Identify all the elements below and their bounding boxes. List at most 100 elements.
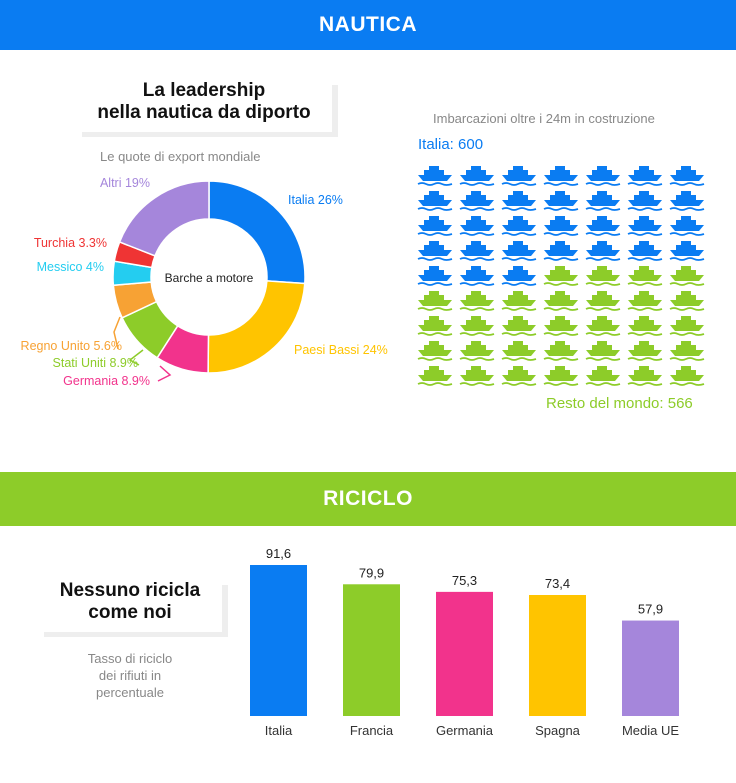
- ship-icon: [417, 191, 453, 211]
- riciclo-heading-line2: come noi: [88, 602, 172, 623]
- donut-label-1: Paesi Bassi 24%: [294, 343, 388, 357]
- ship-icon: [543, 341, 579, 361]
- donut-label-4: Regno Unito 5.6%: [21, 339, 122, 353]
- ship-icon: [669, 316, 705, 336]
- ship-icon: [669, 291, 705, 311]
- bar-category-spagna: Spagna: [535, 723, 581, 738]
- ship-icon: [501, 216, 537, 236]
- ship-icon: [501, 241, 537, 261]
- ship-icon: [417, 366, 453, 386]
- bar-value-spagna: 73,4: [545, 576, 570, 591]
- ship-icon: [585, 216, 621, 236]
- bar-category-media-ue: Media UE: [622, 723, 679, 738]
- riciclo-heading-line1: Nessuno ricicla: [59, 580, 201, 601]
- riciclo-heading: Nessuno ricicla come noi: [38, 580, 222, 632]
- ship-icon: [669, 241, 705, 261]
- bar-germania: [436, 591, 493, 716]
- export-donut-chart: Barche a motore Italia 26% Paesi Bassi 24%…: [21, 176, 388, 388]
- ship-icon: [585, 291, 621, 311]
- ship-icon: [501, 291, 537, 311]
- ship-icon: [543, 266, 579, 286]
- ships-pictogram: [417, 166, 705, 386]
- nautica-banner-title: NAUTICA: [319, 13, 417, 36]
- ship-icon: [417, 341, 453, 361]
- bar-media-ue: [622, 620, 679, 716]
- ship-icon: [627, 316, 663, 336]
- riciclo-banner-title: RICICLO: [323, 487, 413, 510]
- ships-title: Imbarcazioni oltre i 24m in costruzione: [433, 111, 655, 126]
- nautica-banner: NAUTICA: [0, 0, 736, 50]
- donut-center-label: Barche a motore: [165, 271, 254, 285]
- bar-spagna: [529, 595, 586, 716]
- ship-icon: [543, 291, 579, 311]
- ship-icon: [627, 291, 663, 311]
- donut-slice-paesi-bassi: [207, 280, 306, 374]
- ship-icon: [459, 166, 495, 186]
- ship-icon: [543, 191, 579, 211]
- ship-icon: [459, 241, 495, 261]
- leadership-heading: La leadership nella nautica da diporto: [76, 80, 332, 132]
- bar-italia: [250, 565, 307, 716]
- ship-icon: [543, 316, 579, 336]
- ship-icon: [669, 266, 705, 286]
- ship-icon: [585, 316, 621, 336]
- ship-icon: [585, 241, 621, 261]
- ship-icon: [627, 241, 663, 261]
- ship-icon: [627, 341, 663, 361]
- ship-icon: [627, 191, 663, 211]
- ship-icon: [585, 341, 621, 361]
- bar-value-francia: 79,9: [359, 565, 384, 580]
- bar-francia: [343, 584, 400, 716]
- ship-icon: [417, 291, 453, 311]
- donut-connector-3: [128, 349, 144, 366]
- donut-label-5: Messico 4%: [37, 260, 104, 274]
- ship-icon: [501, 266, 537, 286]
- donut-label-3: Stati Uniti 8.9%: [53, 356, 138, 370]
- recycling-bar-chart: 91,6 Italia 79,9 Francia 75,3 Germania 73,4 Spa…: [250, 546, 679, 738]
- ship-icon: [627, 266, 663, 286]
- ship-icon: [627, 216, 663, 236]
- ship-icon: [543, 366, 579, 386]
- bar-value-germania: 75,3: [452, 573, 477, 588]
- ship-icon: [501, 316, 537, 336]
- bar-category-italia: Italia: [265, 723, 293, 738]
- ship-icon: [669, 216, 705, 236]
- leadership-heading-line2: nella nautica da diporto: [97, 102, 311, 123]
- ship-icon: [501, 166, 537, 186]
- ship-icon: [459, 291, 495, 311]
- ship-icon: [543, 166, 579, 186]
- riciclo-subtitle: Tasso di riciclo dei rifiuti in percentu…: [60, 650, 200, 701]
- ship-icon: [417, 266, 453, 286]
- ship-icon: [417, 316, 453, 336]
- ship-icon: [669, 191, 705, 211]
- ship-icon: [459, 366, 495, 386]
- ship-icon: [585, 366, 621, 386]
- donut-label-0: Italia 26%: [288, 193, 343, 207]
- ship-icon: [459, 266, 495, 286]
- riciclo-subtitle-line2: dei rifiuti in: [98, 668, 162, 683]
- ship-icon: [669, 166, 705, 186]
- ship-icon: [585, 266, 621, 286]
- bar-value-media-ue: 57,9: [638, 602, 663, 617]
- ship-icon: [543, 216, 579, 236]
- bar-category-germania: Germania: [436, 723, 494, 738]
- ship-icon: [669, 366, 705, 386]
- donut-connector-2: [157, 365, 172, 382]
- export-subtitle: Le quote di export mondiale: [100, 149, 261, 164]
- bar-category-francia: Francia: [350, 723, 394, 738]
- ship-icon: [459, 216, 495, 236]
- leadership-heading-line1: La leadership: [142, 80, 266, 101]
- donut-label-2: Germania 8.9%: [63, 374, 150, 388]
- ship-icon: [585, 191, 621, 211]
- ship-icon: [627, 366, 663, 386]
- ship-icon: [459, 316, 495, 336]
- ship-icon: [501, 366, 537, 386]
- donut-label-6: Turchia 3.3%: [34, 236, 107, 250]
- ship-icon: [459, 341, 495, 361]
- donut-label-7: Altri 19%: [100, 176, 150, 190]
- ship-icon: [501, 191, 537, 211]
- ship-icon: [669, 341, 705, 361]
- ship-icon: [459, 191, 495, 211]
- ship-icon: [417, 241, 453, 261]
- ship-icon: [585, 166, 621, 186]
